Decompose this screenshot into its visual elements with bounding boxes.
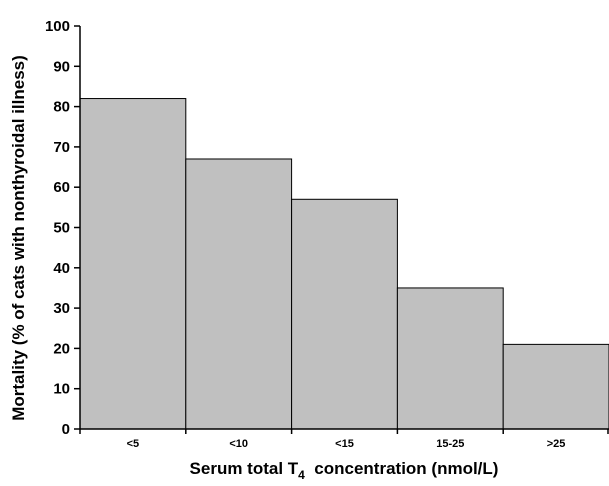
bar [79,98,187,430]
y-axis-title: Mortality (% of cats with nonthyroidal i… [9,55,28,421]
y-tick-label: 40 [53,260,70,277]
bar [396,287,504,430]
x-axis-title-prefix: Serum total T [190,459,299,478]
x-tick-label: 15-25 [436,438,464,450]
y-tick-label: 0 [62,421,70,438]
x-tick-label: <10 [229,438,248,450]
bars [79,98,609,430]
x-tick-label: <15 [335,438,354,450]
bar [291,198,398,430]
y-tick-label: 80 [53,99,70,116]
y-tick-label: 70 [53,139,70,156]
x-axis-title: Serum total T4 concentration (nmol/L) [190,459,499,482]
y-tick-label: 60 [53,179,70,196]
y-tick-label: 20 [53,340,70,357]
x-axis-ticks: <5 <10 <15 15-25 >25 [79,429,609,450]
y-axis-ticks: 0 10 20 30 40 50 60 70 80 90 100 [45,18,80,438]
y-tick-label: 30 [53,300,70,317]
y-tick-label: 10 [53,381,70,398]
bar [502,343,609,430]
x-axis-title-subscript: 4 [298,468,305,482]
y-tick-label: 90 [53,58,70,75]
y-tick-label: 100 [45,18,70,35]
x-tick-label: >25 [547,438,566,450]
bar [185,158,293,430]
x-tick-label: <5 [127,438,140,450]
x-axis-title-suffix: concentration (nmol/L) [305,459,499,478]
y-tick-label: 50 [53,220,70,237]
